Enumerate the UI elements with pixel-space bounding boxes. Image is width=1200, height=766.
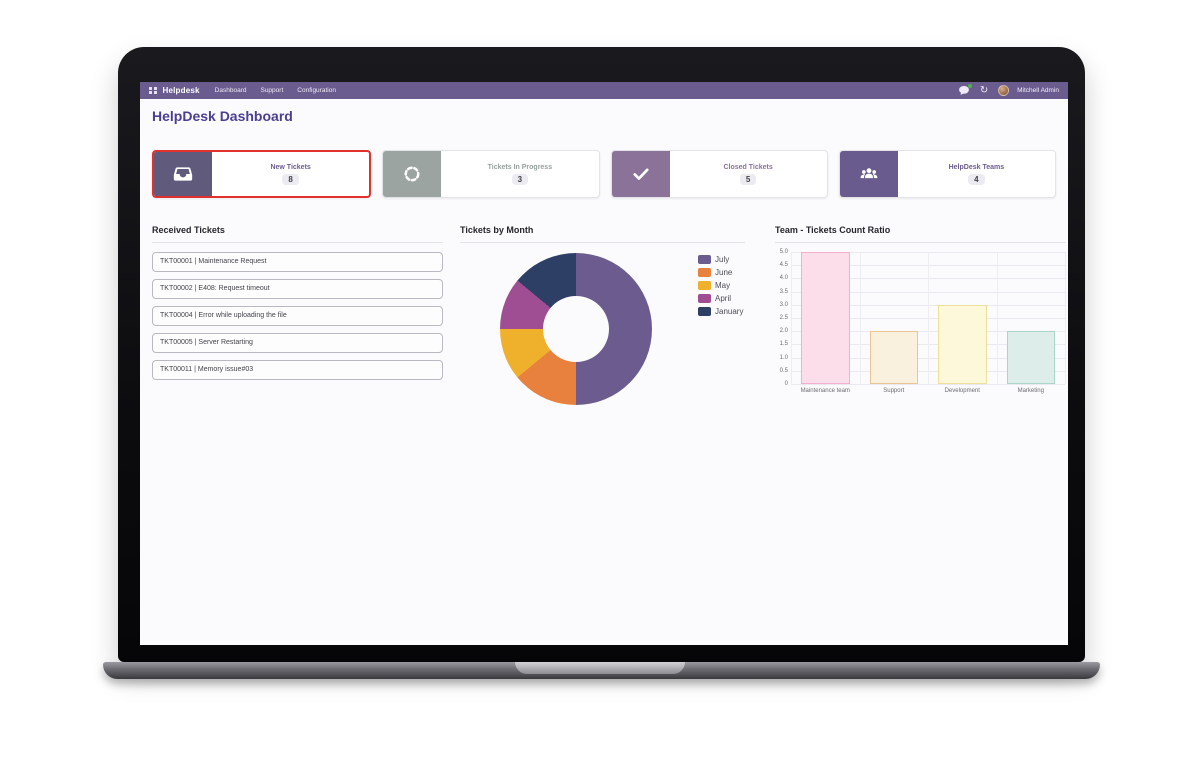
bar-chart-plot: 5.0 4.5 4.0 3.5 3.0 2.5 2.0 1.5 1.0 0.5 0 Maintenan… xyxy=(780,249,1066,394)
activities-icon[interactable]: ↻ xyxy=(979,84,989,96)
y-axis-tick: 4.0 xyxy=(779,275,788,282)
legend-item-july[interactable]: July xyxy=(698,255,743,264)
section-received-tickets: Received Tickets TKT00001 | Maintenance … xyxy=(152,225,443,380)
gridline xyxy=(996,252,998,384)
ticket-item[interactable]: TKT00001 | Maintenance Request xyxy=(152,252,443,272)
gridline xyxy=(859,252,861,384)
y-axis-tick: 5.0 xyxy=(779,249,788,255)
bar-development xyxy=(938,304,987,384)
spinner-icon xyxy=(383,151,442,197)
kpi-label: Closed Tickets xyxy=(723,163,773,171)
y-axis-tick: 0.5 xyxy=(779,367,788,374)
kpi-card-body: Tickets In Progress 3 xyxy=(441,151,598,197)
section-tickets-by-month: Tickets by Month July June May April January xyxy=(460,225,745,413)
y-axis-tick: 2.0 xyxy=(779,328,788,335)
gridline xyxy=(1065,252,1066,384)
legend-item-april[interactable]: April xyxy=(698,294,743,303)
tickets-by-month-donut xyxy=(500,253,652,405)
x-axis-label: Marketing xyxy=(1017,388,1044,394)
kpi-cards: New Tickets 8 Tickets In Progress 3 Closed T… xyxy=(152,150,1056,198)
gridline xyxy=(791,384,1065,385)
kpi-card-body: HelpDesk Teams 4 xyxy=(898,151,1055,197)
x-axis-label: Support xyxy=(883,388,905,394)
messages-badge-dot xyxy=(968,83,973,88)
kpi-card-closed-tickets[interactable]: Closed Tickets 5 xyxy=(610,150,828,198)
kpi-value-badge: 8 xyxy=(282,173,299,185)
kpi-card-tickets-in-progress[interactable]: Tickets In Progress 3 xyxy=(382,150,600,198)
check-icon xyxy=(611,151,670,197)
bar-marketing xyxy=(1006,331,1055,384)
y-axis-tick: 3.5 xyxy=(779,288,788,295)
x-axis-label: Maintenance team xyxy=(800,388,850,394)
chart-legend: July June May April January xyxy=(698,255,743,316)
y-axis-tick: 4.5 xyxy=(779,262,788,269)
user-avatar[interactable] xyxy=(998,85,1010,96)
nav-item-configuration[interactable]: Configuration xyxy=(297,87,336,94)
ticket-item[interactable]: TKT00011 | Memory issue#03 xyxy=(152,360,443,380)
kpi-card-new-tickets[interactable]: New Tickets 8 xyxy=(152,150,372,198)
y-axis-tick: 1.5 xyxy=(779,341,788,348)
donut-chart-area: July June May April January xyxy=(460,243,745,413)
y-axis-tick: 0 xyxy=(784,381,788,387)
screen: Helpdesk Dashboard Support Configuration ↻… xyxy=(140,82,1068,645)
legend-label: June xyxy=(715,268,733,277)
inbox-icon xyxy=(154,152,212,196)
nav-item-dashboard[interactable]: Dashboard xyxy=(214,87,247,94)
legend-label: July xyxy=(715,255,730,264)
legend-label: January xyxy=(715,307,744,316)
gridline xyxy=(791,252,792,384)
bar-chart-area: 5.0 4.5 4.0 3.5 3.0 2.5 2.0 1.5 1.0 0.5 0 Maintenan… xyxy=(775,243,1066,413)
ticket-list: TKT00001 | Maintenance Request TKT00002 |… xyxy=(152,252,443,380)
legend-swatch xyxy=(698,268,711,277)
legend-swatch xyxy=(698,255,711,264)
nav-right: ↻ Mitchell Admin xyxy=(958,83,1059,97)
team-icon xyxy=(839,151,898,197)
ticket-item[interactable]: TKT00005 | Server Restarting xyxy=(152,333,443,353)
kpi-label: New Tickets xyxy=(270,163,311,171)
legend-swatch xyxy=(698,281,711,290)
legend-label: April xyxy=(715,294,732,303)
team-ratio-title: Team - Tickets Count Ratio xyxy=(775,225,1066,243)
ticket-item[interactable]: TKT00004 | Error while uploading the fil… xyxy=(152,306,443,326)
app-brand[interactable]: Helpdesk xyxy=(162,86,200,95)
top-navbar: Helpdesk Dashboard Support Configuration ↻… xyxy=(140,82,1068,99)
y-axis-tick: 2.5 xyxy=(779,315,788,321)
user-menu[interactable]: Mitchell Admin xyxy=(1017,87,1059,94)
y-axis-tick: 3.0 xyxy=(779,301,788,308)
kpi-label: Tickets In Progress xyxy=(487,163,553,171)
y-axis-tick: 1.0 xyxy=(779,354,788,361)
kpi-value-badge: 5 xyxy=(739,173,757,185)
kpi-card-body: Closed Tickets 5 xyxy=(670,151,827,197)
nav-menu: Dashboard Support Configuration xyxy=(215,87,336,94)
kpi-value-badge: 4 xyxy=(968,173,985,185)
gridline xyxy=(928,252,929,384)
legend-item-june[interactable]: June xyxy=(698,268,743,277)
x-axis-label: Development xyxy=(944,388,980,394)
page-title: HelpDesk Dashboard xyxy=(152,108,293,124)
kpi-card-helpdesk-teams[interactable]: HelpDesk Teams 4 xyxy=(838,150,1056,198)
legend-swatch xyxy=(698,294,711,303)
kpi-value-badge: 3 xyxy=(511,173,529,185)
bar-support xyxy=(869,331,918,384)
legend-item-may[interactable]: May xyxy=(698,281,743,290)
tickets-by-month-title: Tickets by Month xyxy=(460,225,745,243)
kpi-card-body: New Tickets 8 xyxy=(212,152,369,196)
ticket-item[interactable]: TKT00002 | E408: Request timeout xyxy=(152,279,443,299)
kpi-label: HelpDesk Teams xyxy=(948,163,1005,171)
legend-label: May xyxy=(715,281,731,290)
received-tickets-title: Received Tickets xyxy=(152,225,443,243)
legend-swatch xyxy=(698,307,711,316)
section-team-ratio: Team - Tickets Count Ratio 5.0 4.5 4.0 3.5 3… xyxy=(775,225,1066,413)
bar-maintenance-team xyxy=(801,252,850,384)
laptop-notch xyxy=(515,662,685,674)
apps-menu-icon[interactable] xyxy=(149,86,157,95)
legend-item-january[interactable]: January xyxy=(698,307,743,316)
messages-icon[interactable] xyxy=(958,83,973,97)
nav-item-support[interactable]: Support xyxy=(260,87,284,94)
